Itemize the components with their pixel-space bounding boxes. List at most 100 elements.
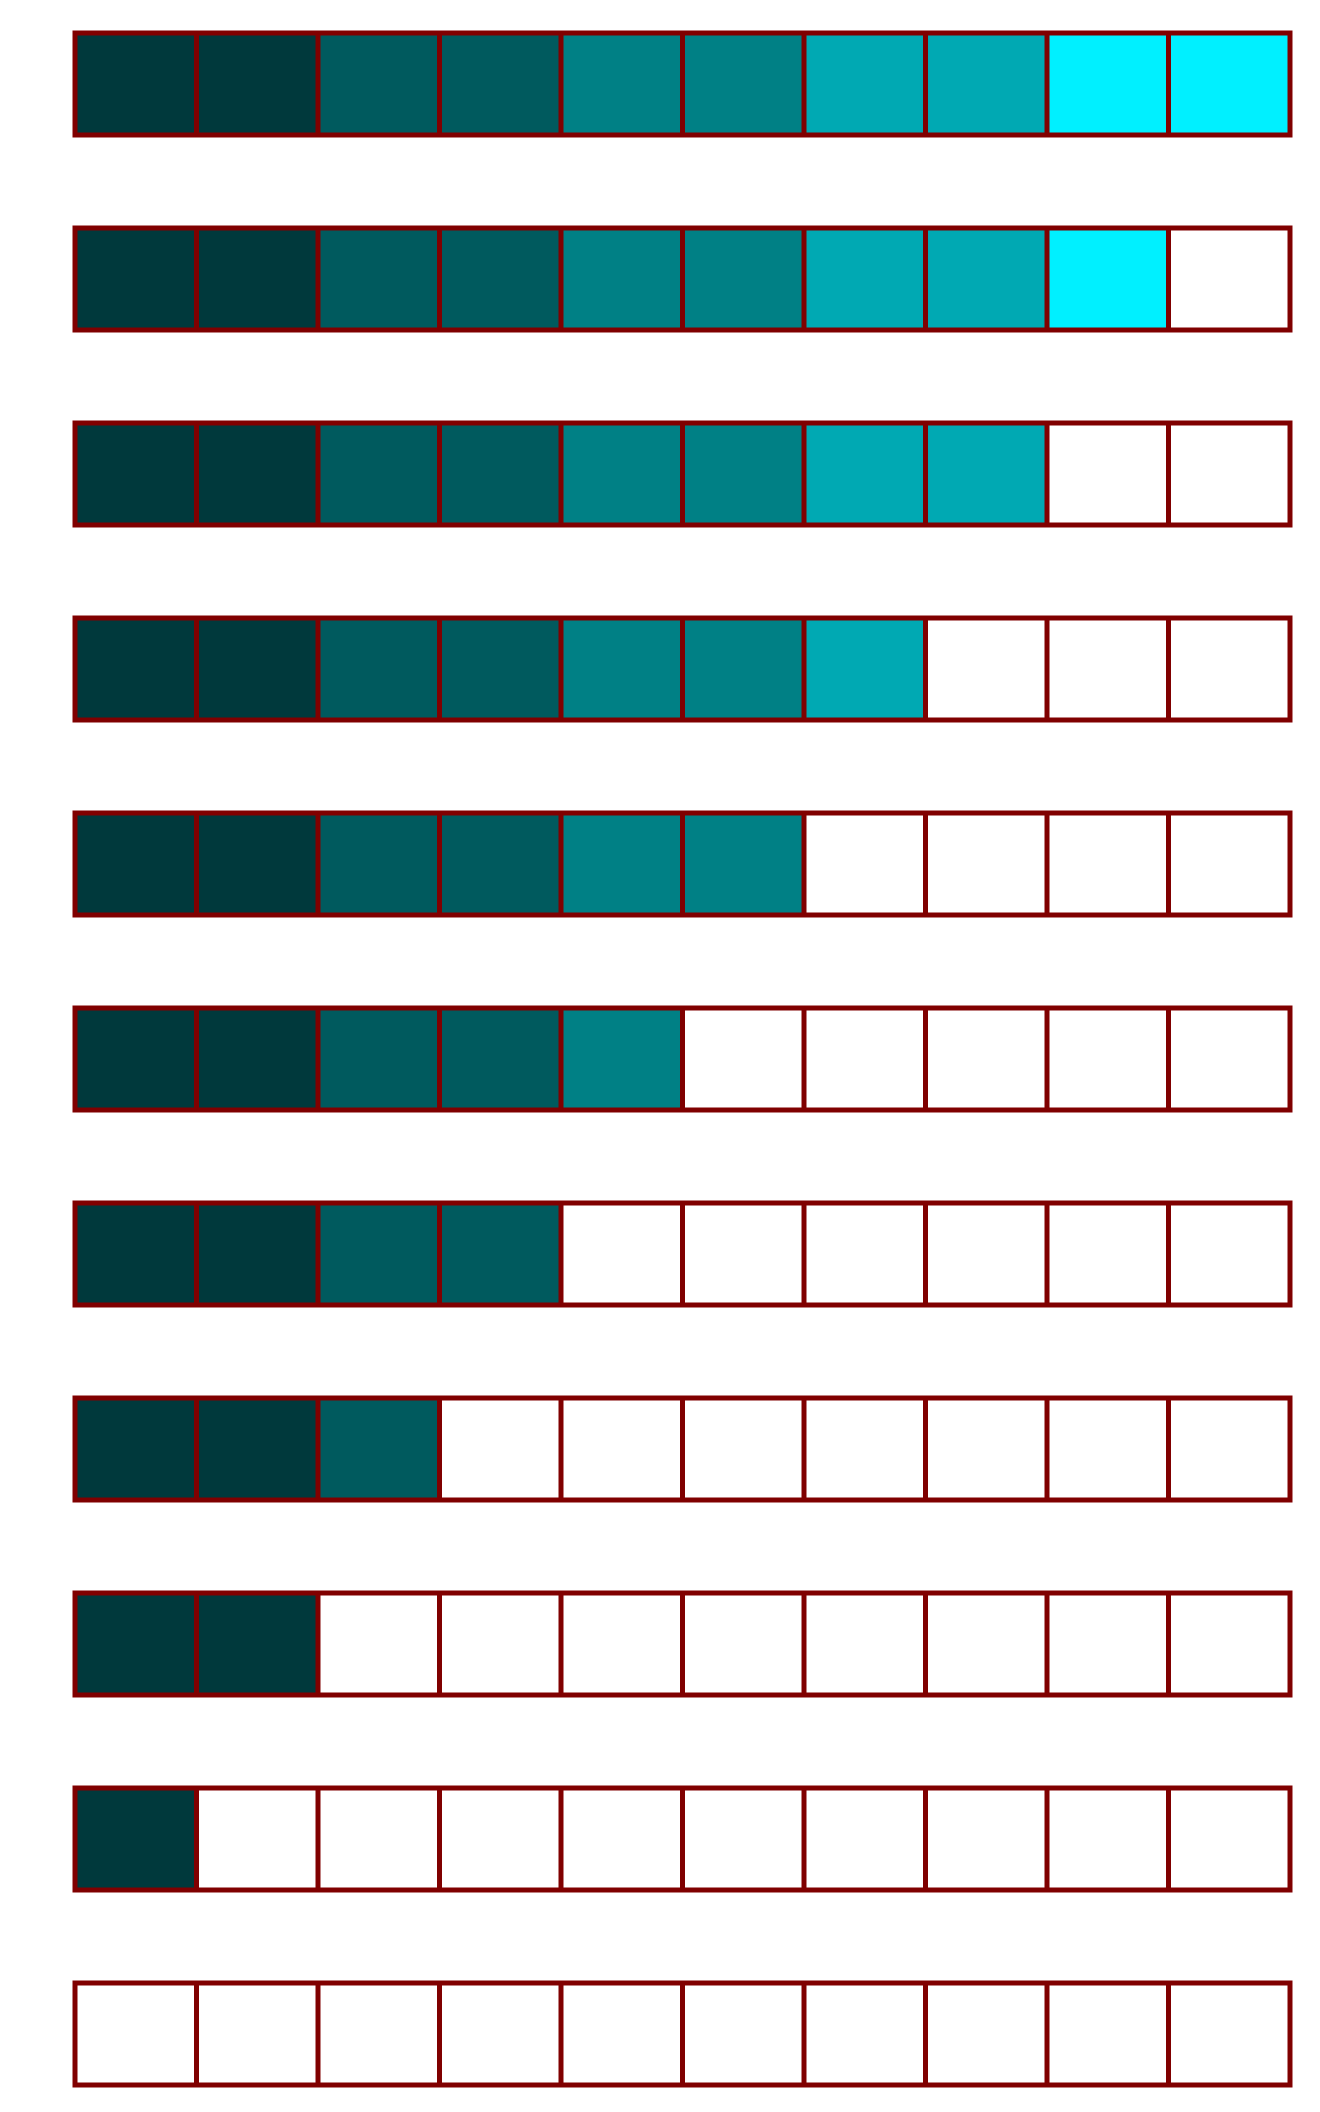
empty-cell: [1166, 1005, 1293, 1113]
empty-cell: [1044, 810, 1171, 918]
empty-cell: [1166, 1395, 1293, 1503]
filled-cell: [558, 420, 685, 528]
filled-cell: [315, 810, 442, 918]
filled-cell: [437, 225, 564, 333]
filled-cell: [315, 1200, 442, 1308]
filled-cell: [315, 225, 442, 333]
cell-strip-row: [72, 1980, 1293, 2088]
empty-cell: [1166, 225, 1293, 333]
cell-strip-row: [72, 810, 1293, 918]
empty-cell: [1166, 810, 1293, 918]
empty-cell: [72, 1980, 199, 2088]
empty-cell: [680, 1980, 807, 2088]
empty-cell: [801, 1005, 928, 1113]
filled-cell: [194, 225, 321, 333]
filled-cell: [437, 420, 564, 528]
empty-cell: [923, 1590, 1050, 1698]
filled-cell: [194, 1200, 321, 1308]
filled-cell: [680, 810, 807, 918]
empty-cell: [1166, 1590, 1293, 1698]
empty-cell: [558, 1395, 685, 1503]
empty-cell: [558, 1590, 685, 1698]
empty-cell: [923, 810, 1050, 918]
filled-cell: [72, 1785, 199, 1893]
empty-cell: [315, 1980, 442, 2088]
empty-cell: [923, 1200, 1050, 1308]
empty-cell: [1044, 420, 1171, 528]
filled-cell: [680, 30, 807, 138]
empty-cell: [1044, 615, 1171, 723]
empty-cell: [680, 1590, 807, 1698]
filled-cell: [558, 615, 685, 723]
filled-cell: [194, 1590, 321, 1698]
empty-cell: [194, 1980, 321, 2088]
empty-cell: [1044, 1785, 1171, 1893]
empty-cell: [437, 1785, 564, 1893]
empty-cell: [1166, 1200, 1293, 1308]
empty-cell: [801, 1200, 928, 1308]
cell-strip-row: [72, 1200, 1293, 1308]
empty-cell: [194, 1785, 321, 1893]
filled-cell: [315, 615, 442, 723]
filled-cell: [558, 225, 685, 333]
empty-cell: [923, 1395, 1050, 1503]
cell-strip-row: [72, 1395, 1293, 1503]
empty-cell: [680, 1785, 807, 1893]
empty-cell: [923, 1980, 1050, 2088]
empty-cell: [801, 1395, 928, 1503]
empty-cell: [437, 1395, 564, 1503]
filled-cell: [923, 30, 1050, 138]
empty-cell: [1044, 1395, 1171, 1503]
cell-strip-row: [72, 1005, 1293, 1113]
empty-cell: [1044, 1980, 1171, 2088]
empty-cell: [558, 1200, 685, 1308]
filled-cell: [1166, 30, 1293, 138]
cell-strip-row: [72, 225, 1293, 333]
empty-cell: [680, 1200, 807, 1308]
empty-cell: [801, 1785, 928, 1893]
filled-cell: [194, 1005, 321, 1113]
filled-cell: [558, 30, 685, 138]
filled-cell: [680, 225, 807, 333]
filled-cell: [72, 420, 199, 528]
filled-cell: [194, 30, 321, 138]
empty-cell: [315, 1785, 442, 1893]
filled-cell: [72, 1590, 199, 1698]
empty-cell: [437, 1980, 564, 2088]
empty-cell: [680, 1005, 807, 1113]
filled-cell: [72, 1005, 199, 1113]
filled-cell: [315, 1005, 442, 1113]
filled-cell: [194, 1395, 321, 1503]
filled-cell: [558, 810, 685, 918]
cell-strip-row: [72, 420, 1293, 528]
filled-cell: [801, 420, 928, 528]
filled-cell: [1044, 30, 1171, 138]
filled-cell: [1044, 225, 1171, 333]
empty-cell: [1044, 1200, 1171, 1308]
filled-cell: [680, 420, 807, 528]
filled-cell: [437, 810, 564, 918]
empty-cell: [1166, 420, 1293, 528]
filled-cell: [72, 1395, 199, 1503]
filled-cell: [315, 30, 442, 138]
filled-cell: [680, 615, 807, 723]
empty-cell: [1166, 1980, 1293, 2088]
filled-cell: [801, 225, 928, 333]
filled-cell: [437, 1200, 564, 1308]
filled-cell: [194, 615, 321, 723]
cell-strip-row: [72, 615, 1293, 723]
empty-cell: [1166, 615, 1293, 723]
filled-cell: [558, 1005, 685, 1113]
filled-cell: [801, 615, 928, 723]
empty-cell: [558, 1980, 685, 2088]
empty-cell: [1044, 1590, 1171, 1698]
filled-cell: [923, 420, 1050, 528]
filled-cell: [923, 225, 1050, 333]
filled-cell: [194, 420, 321, 528]
empty-cell: [801, 1980, 928, 2088]
empty-cell: [1044, 1005, 1171, 1113]
filled-cell: [72, 810, 199, 918]
filled-cell: [437, 30, 564, 138]
filled-cell: [801, 30, 928, 138]
filled-cell: [72, 225, 199, 333]
